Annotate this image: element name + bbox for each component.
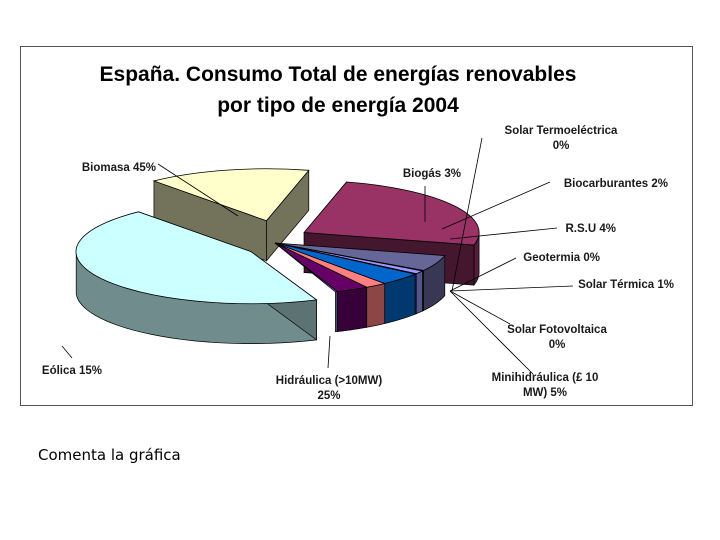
slice-biomasa — [75, 211, 318, 305]
comment-caption: Comenta la gráfica — [38, 446, 181, 464]
data-label-biomasa: Biomasa 45% — [82, 162, 156, 174]
slice-side-termoelectrica — [335, 291, 338, 333]
slice-side-biocarburantes — [366, 283, 386, 328]
data-label-biocarburantes: Biocarburantes 2% — [564, 178, 668, 190]
data-label-eolica: Eólica 15% — [42, 365, 102, 377]
data-label-rsu: R.S.U 4% — [566, 223, 617, 235]
chart-title-line-1: España. Consumo Total de energías renova… — [100, 63, 577, 86]
slice-side-biogas — [336, 286, 368, 332]
slice-termoelectrica — [274, 242, 339, 293]
leader-line-minihidraulica — [449, 290, 534, 375]
data-label-minihidraulica: Minihidráulica (£ 10 MW) 5% — [492, 372, 599, 399]
leader-line-biomasa — [157, 163, 239, 217]
leader-line-hidraulica — [327, 335, 331, 369]
leader-line-rsu — [449, 227, 558, 240]
slice-side-termica — [415, 270, 423, 315]
data-label-termica: Solar Térmica 1% — [578, 279, 674, 291]
chart-title-line-2: por tipo de energía 2004 — [217, 94, 459, 117]
slice-eolica — [152, 168, 310, 222]
leader-line-biocarburantes — [441, 181, 551, 230]
data-label-biogas: Biogás 3% — [403, 168, 461, 180]
data-label-fotovoltaica: Solar Fotovoltaica 0% — [507, 324, 607, 351]
data-label-hidraulica: Hidráulica (>10MW) 25% — [276, 375, 383, 402]
pie-labels: Biomasa 45% Eólica 15% Hidráulica (>10MW) 2… — [42, 125, 674, 402]
leader-line-fotovoltaica — [449, 290, 511, 325]
data-label-termoelectrica: Solar Termoeléctrica 0% — [505, 125, 619, 152]
pie-tops — [75, 168, 480, 305]
leader-line-termoelectrica — [451, 137, 483, 292]
leader-line-eolica — [61, 345, 73, 359]
leader-line-termica — [449, 285, 574, 292]
pie-chart: España. Consumo Total de energías renova… — [42, 63, 674, 402]
data-label-geotermia: Geotermia 0% — [523, 252, 600, 264]
leader-line-geotermia — [449, 257, 517, 292]
